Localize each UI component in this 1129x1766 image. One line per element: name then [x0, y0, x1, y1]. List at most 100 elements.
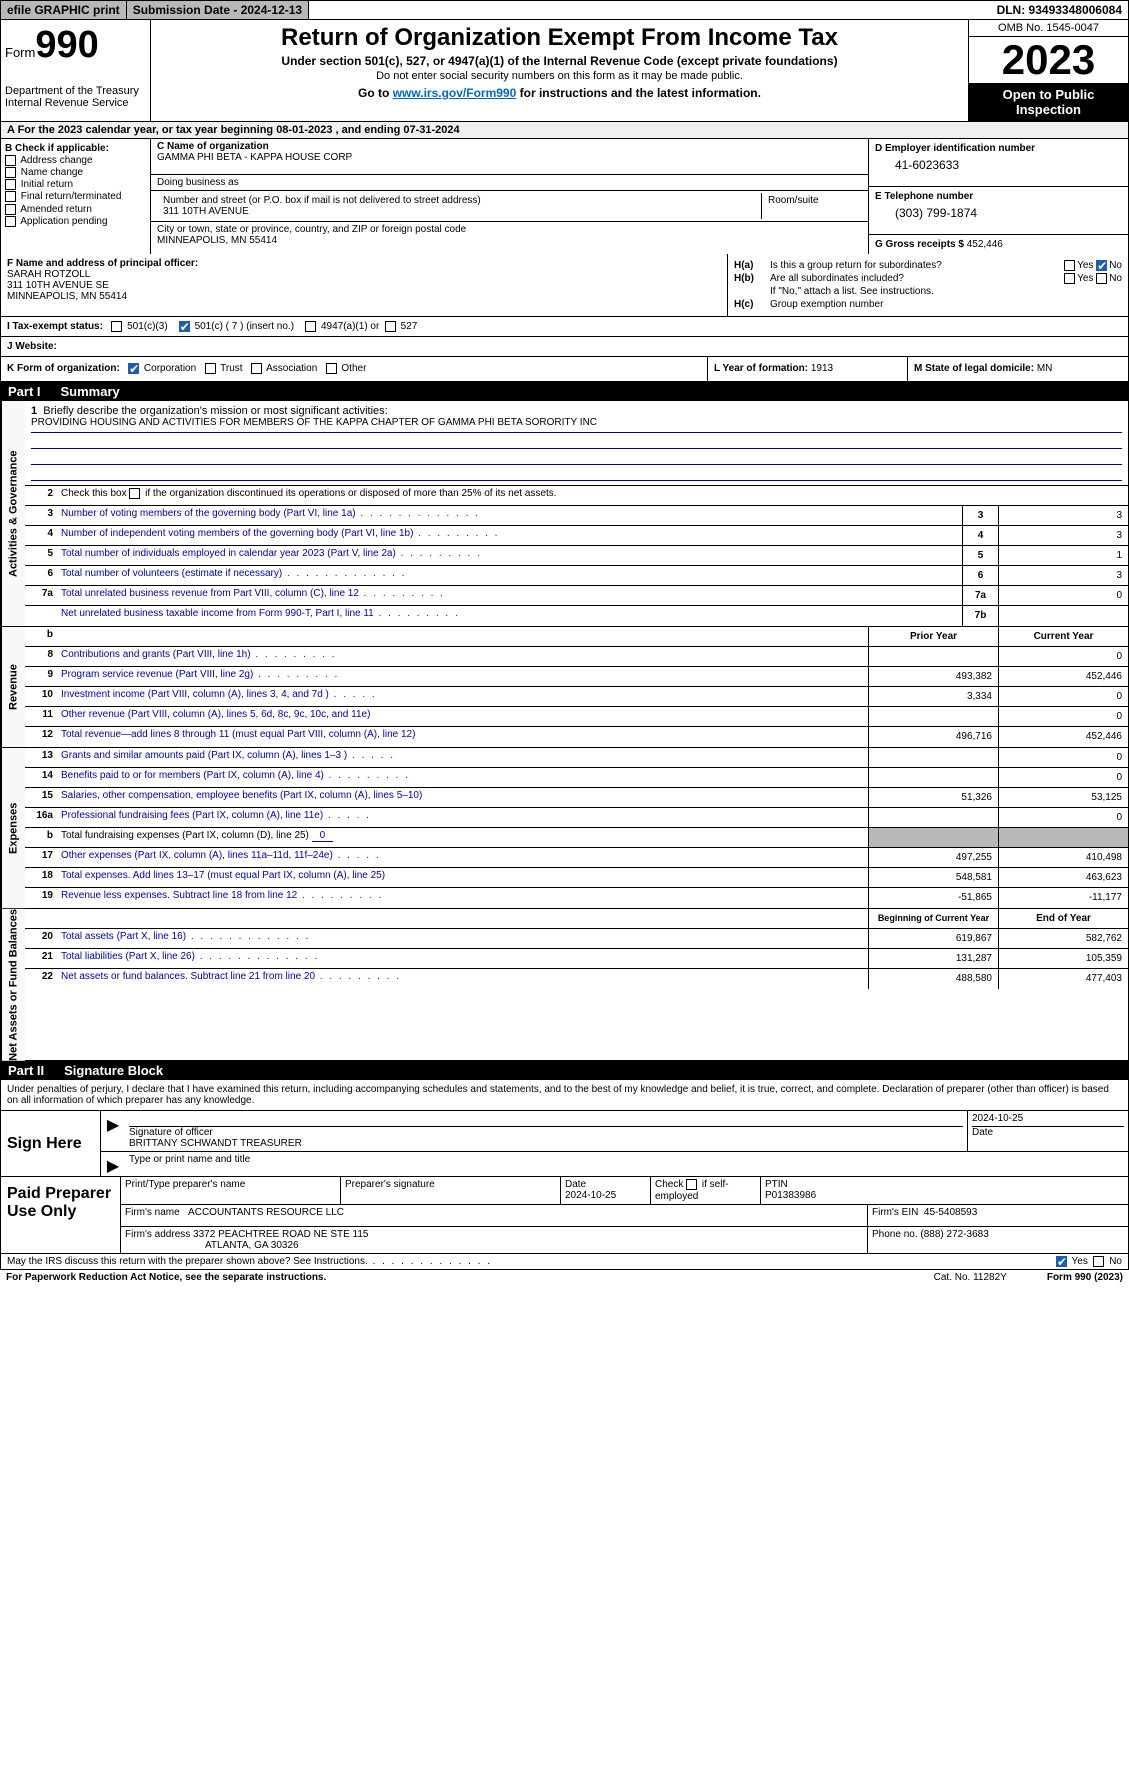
- chk-other[interactable]: [326, 363, 337, 374]
- p15: 51,326: [868, 788, 998, 807]
- c8: 0: [998, 647, 1128, 666]
- chk-amended[interactable]: [5, 204, 16, 215]
- chk-hb-no[interactable]: [1096, 273, 1107, 284]
- p10: 3,334: [868, 687, 998, 706]
- footer: For Paperwork Reduction Act Notice, see …: [0, 1270, 1129, 1285]
- val-4: 3: [998, 526, 1128, 545]
- part1-header: Part I Summary: [0, 382, 1129, 401]
- paperwork-notice: For Paperwork Reduction Act Notice, see …: [6, 1272, 326, 1283]
- city-state-zip: MINNEAPOLIS, MN 55414: [157, 235, 862, 246]
- section-f-h: F Name and address of principal officer:…: [0, 254, 1129, 317]
- c12: 452,446: [998, 727, 1128, 747]
- line-16b: Total fundraising expenses (Part IX, col…: [57, 828, 868, 847]
- c18: 463,623: [998, 868, 1128, 887]
- paid-preparer-label: Paid Preparer Use Only: [1, 1177, 121, 1252]
- section-g: G Gross receipts $ 452,446: [869, 235, 1128, 254]
- chk-501c3[interactable]: [111, 321, 122, 332]
- chk-4947[interactable]: [305, 321, 316, 332]
- firm-ein: 45-5408593: [924, 1207, 977, 1218]
- ein: 41-6023633: [875, 154, 1122, 172]
- line-20: Total assets (Part X, line 16): [61, 931, 310, 942]
- ptin: P01383986: [765, 1190, 1124, 1201]
- year-formation: 1913: [811, 363, 833, 374]
- paid-preparer-block: Paid Preparer Use Only Print/Type prepar…: [0, 1177, 1129, 1253]
- chk-discuss-yes[interactable]: [1056, 1256, 1067, 1267]
- chk-self-employed[interactable]: [686, 1179, 697, 1190]
- firm-phone: (888) 272-3683: [920, 1229, 988, 1240]
- form-ref: Form 990 (2023): [1047, 1272, 1123, 1283]
- p21: 131,287: [868, 949, 998, 968]
- hdr-end: End of Year: [998, 909, 1128, 928]
- city-row: City or town, state or province, country…: [151, 222, 868, 248]
- section-b-label: B Check if applicable:: [5, 143, 146, 154]
- section-c: C Name of organization GAMMA PHI BETA - …: [151, 139, 868, 254]
- officer-addr1: 311 10TH AVENUE SE: [7, 280, 721, 291]
- val-7b: [998, 606, 1128, 626]
- perjury-text: Under penalties of perjury, I declare th…: [0, 1080, 1129, 1111]
- c15: 53,125: [998, 788, 1128, 807]
- rev-section: Revenue bPrior YearCurrent Year 8Contrib…: [0, 627, 1129, 748]
- gross-receipts: 452,446: [967, 239, 1003, 250]
- line-16a: Professional fundraising fees (Part IX, …: [61, 810, 371, 821]
- c22: 477,403: [998, 969, 1128, 989]
- cat-no: Cat. No. 11282Y: [934, 1272, 1007, 1283]
- chk-527[interactable]: [385, 321, 396, 332]
- section-i: I Tax-exempt status: 501(c)(3) 501(c) ( …: [1, 317, 1128, 336]
- c13: 0: [998, 748, 1128, 767]
- line-8: Contributions and grants (Part VIII, lin…: [61, 649, 337, 660]
- mission-text: PROVIDING HOUSING AND ACTIVITIES FOR MEM…: [31, 417, 1122, 433]
- line-22: Net assets or fund balances. Subtract li…: [61, 971, 401, 982]
- section-e: E Telephone number (303) 799-1874: [869, 187, 1128, 235]
- p20: 619,867: [868, 929, 998, 948]
- chk-501c[interactable]: [179, 321, 190, 332]
- firm-addr2: ATLANTA, GA 30326: [125, 1240, 863, 1251]
- val-6: 3: [998, 566, 1128, 585]
- section-f: F Name and address of principal officer:…: [1, 254, 728, 316]
- line-15: Salaries, other compensation, employee b…: [61, 790, 422, 801]
- c21: 105,359: [998, 949, 1128, 968]
- dln: DLN: 93493348006084: [991, 1, 1128, 19]
- c9: 452,446: [998, 667, 1128, 686]
- header-right: OMB No. 1545-0047 2023 Open to Public In…: [968, 20, 1128, 121]
- chk-initial-return[interactable]: [5, 179, 16, 190]
- chk-ha-yes[interactable]: [1064, 260, 1075, 271]
- line-7b-label: Net unrelated business taxable income fr…: [61, 608, 460, 619]
- sign-here-block: Sign Here ▶ Signature of officer BRITTAN…: [0, 1111, 1129, 1177]
- street-address: 311 10TH AVENUE: [163, 206, 755, 217]
- chk-discuss-no[interactable]: [1093, 1256, 1104, 1267]
- form-label: Form: [5, 45, 35, 60]
- c11: 0: [998, 707, 1128, 726]
- line-6-label: Total number of volunteers (estimate if …: [61, 568, 406, 579]
- chk-hb-yes[interactable]: [1064, 273, 1075, 284]
- line-9: Program service revenue (Part VIII, line…: [61, 669, 339, 680]
- firm-addr1: 3372 PEACHTREE ROAD NE STE 115: [193, 1229, 368, 1240]
- chk-name-change[interactable]: [5, 167, 16, 178]
- chk-address-change[interactable]: [5, 155, 16, 166]
- chk-ha-no[interactable]: [1096, 260, 1107, 271]
- firm-name: ACCOUNTANTS RESOURCE LLC: [188, 1207, 344, 1218]
- irs-link[interactable]: www.irs.gov/Form990: [393, 86, 517, 100]
- dba-row: Doing business as: [151, 175, 868, 191]
- chk-line2[interactable]: [129, 488, 140, 499]
- gov-section: Activities & Governance 1 Briefly descri…: [0, 401, 1129, 627]
- omb-number: OMB No. 1545-0047: [969, 20, 1128, 37]
- header-left: Form990 Department of the Treasury Inter…: [1, 20, 151, 121]
- form-subtitle-2: Do not enter social security numbers on …: [159, 70, 960, 82]
- chk-corp[interactable]: [128, 363, 139, 374]
- chk-assoc[interactable]: [251, 363, 262, 374]
- phone: (303) 799-1874: [875, 202, 1122, 220]
- efile-label[interactable]: efile GRAPHIC print: [1, 1, 127, 19]
- form-header: Form990 Department of the Treasury Inter…: [0, 20, 1129, 122]
- p22: 488,580: [868, 969, 998, 989]
- chk-final-return[interactable]: [5, 191, 16, 202]
- chk-trust[interactable]: [205, 363, 216, 374]
- arrow-icon: ▶: [101, 1152, 125, 1176]
- c17: 410,498: [998, 848, 1128, 867]
- section-klm: K Form of organization: Corporation Trus…: [0, 357, 1129, 381]
- goto-line: Go to www.irs.gov/Form990 for instructio…: [159, 86, 960, 100]
- line-5-label: Total number of individuals employed in …: [61, 548, 482, 559]
- form-number: 990: [35, 24, 98, 66]
- line-13: Grants and similar amounts paid (Part IX…: [61, 750, 395, 761]
- tax-year: 2023: [969, 37, 1128, 83]
- chk-app-pending[interactable]: [5, 216, 16, 227]
